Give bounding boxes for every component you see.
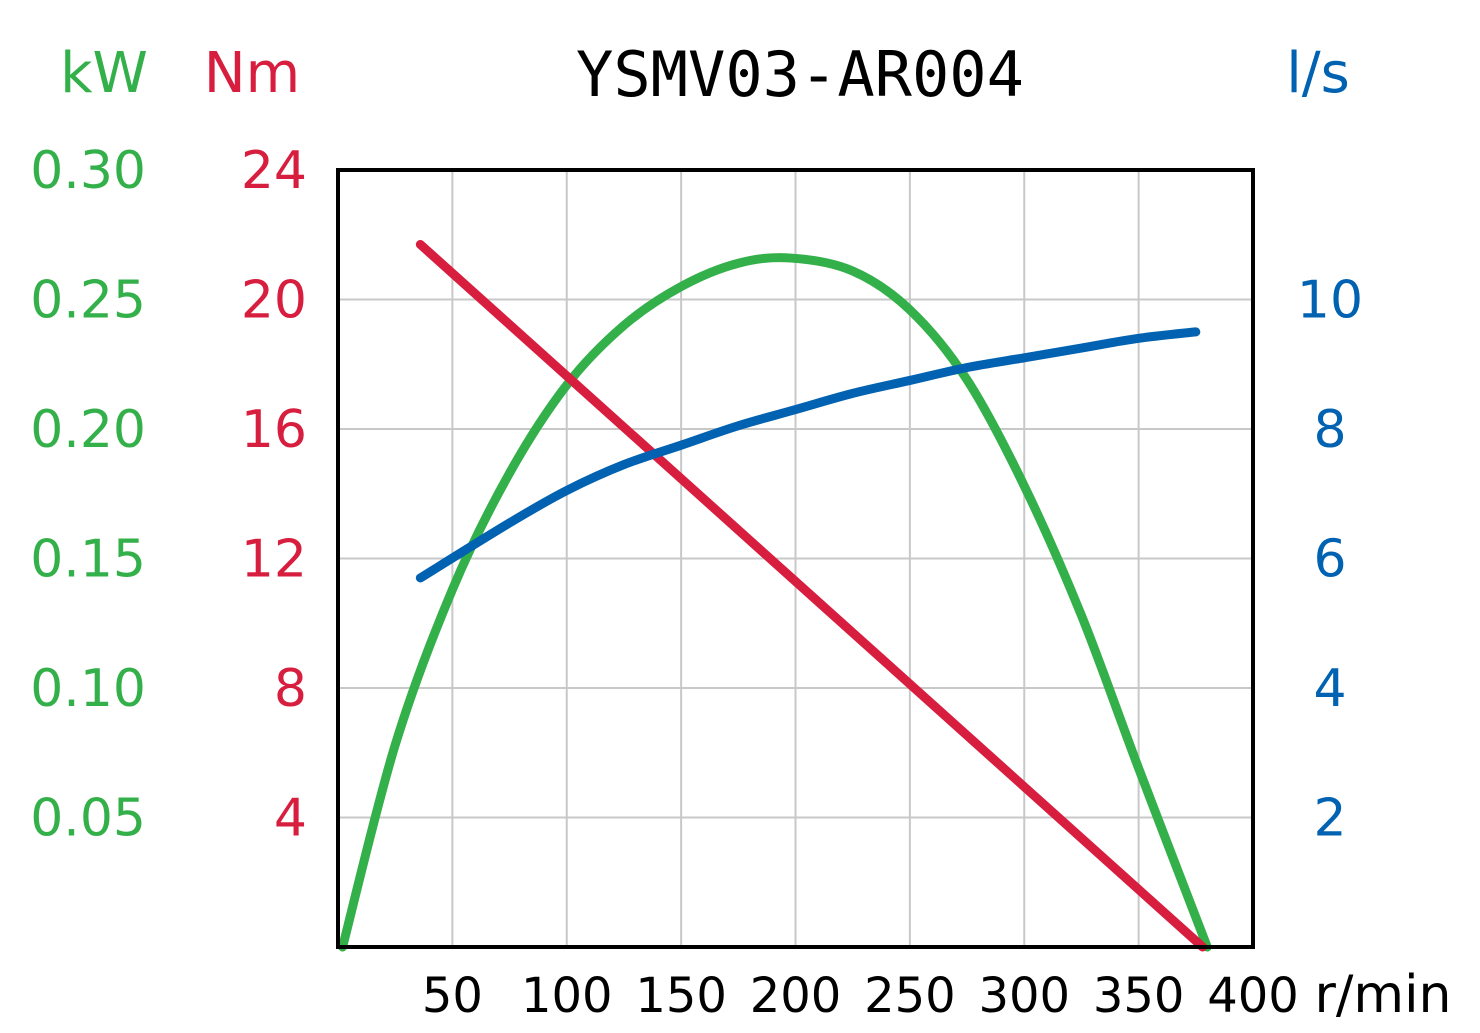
x-tick-label: 350: [1093, 968, 1185, 1024]
power-tick-label: 0.05: [30, 789, 146, 849]
series-layer: [338, 239, 1212, 952]
flow-tick-label: 6: [1313, 530, 1346, 590]
chart-title: YSMV03-AR004: [576, 38, 1024, 111]
x-tick-label: 300: [978, 968, 1070, 1024]
x-tick-label: 200: [750, 968, 842, 1024]
torque-tick-label: 20: [241, 271, 307, 331]
torque-tick-label: 24: [241, 141, 307, 201]
x-axis-label: r/min: [1315, 965, 1452, 1025]
grid: [338, 170, 1253, 947]
torque-tick-label: 12: [241, 530, 307, 590]
flow-series-line: [415, 327, 1201, 583]
flow-tick-labels: 10 8 6 4 2: [1297, 271, 1363, 849]
x-tick-labels: 50 100 150 200 250 300 350 400: [422, 968, 1299, 1024]
power-tick-label: 0.15: [30, 530, 146, 590]
x-tick-label: 50: [422, 968, 483, 1024]
power-tick-label: 0.10: [30, 659, 146, 719]
power-tick-labels: 0.30 0.25 0.20 0.15 0.10 0.05: [30, 141, 146, 849]
torque-tick-labels: 24 20 16 12 8 4: [241, 141, 307, 849]
flow-tick-label: 2: [1313, 789, 1346, 849]
torque-tick-label: 4: [274, 789, 307, 849]
flow-axis-unit: l/s: [1286, 41, 1350, 106]
flow-tick-label: 10: [1297, 271, 1363, 331]
power-axis-unit: kW: [60, 41, 148, 106]
power-series-line: [338, 253, 1212, 952]
torque-tick-label: 8: [274, 659, 307, 719]
torque-tick-label: 16: [241, 400, 307, 460]
x-tick-label: 400: [1207, 968, 1299, 1024]
x-tick-label: 250: [864, 968, 956, 1024]
torque-series-line: [415, 239, 1208, 952]
flow-tick-label: 8: [1313, 400, 1346, 460]
x-tick-label: 100: [521, 968, 613, 1024]
x-tick-label: 150: [635, 968, 727, 1024]
flow-tick-label: 4: [1313, 659, 1346, 719]
power-tick-label: 0.25: [30, 271, 146, 331]
plot-frame: [336, 168, 1255, 949]
torque-axis-unit: Nm: [204, 41, 300, 106]
power-tick-label: 0.20: [30, 400, 146, 460]
power-tick-label: 0.30: [30, 141, 146, 201]
